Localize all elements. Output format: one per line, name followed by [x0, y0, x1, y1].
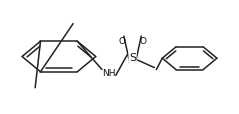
- Text: O: O: [140, 36, 147, 45]
- Text: NH: NH: [102, 68, 116, 77]
- Text: S: S: [129, 53, 136, 62]
- Text: O: O: [118, 36, 125, 45]
